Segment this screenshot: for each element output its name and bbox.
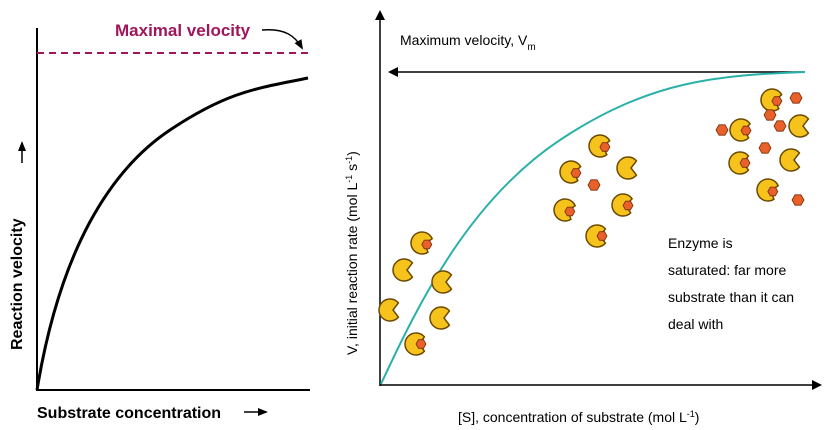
substrate xyxy=(416,340,426,349)
substrate xyxy=(774,121,786,131)
enzyme xyxy=(780,149,799,171)
substrate xyxy=(588,180,600,190)
enzyme xyxy=(617,157,636,179)
enzyme xyxy=(430,307,449,329)
y-label-part: ) xyxy=(344,151,360,156)
substrate xyxy=(759,143,771,153)
substrate xyxy=(565,207,575,216)
annotation-line: saturated: far more xyxy=(668,262,786,278)
page: Maximal velocity Reaction velocity Subst… xyxy=(0,0,824,430)
substrate xyxy=(772,97,782,106)
substrate xyxy=(792,195,804,205)
max-label: Maximum velocity, Vm xyxy=(400,32,536,53)
substrate xyxy=(764,110,776,120)
substrate xyxy=(741,126,751,135)
enzyme xyxy=(432,271,451,293)
enzyme xyxy=(393,259,412,281)
x-label-sup: -1 xyxy=(687,409,695,419)
x-label-part: [S], concentration of substrate (mol L xyxy=(458,409,687,425)
substrate xyxy=(600,143,610,152)
x-label-part: ) xyxy=(695,409,700,425)
max-label: Maximal velocity xyxy=(115,21,251,40)
x-label: Substrate concentration xyxy=(37,405,221,422)
y-label-sup: -1 xyxy=(344,156,354,164)
left-panel: Maximal velocity Reaction velocity Subst… xyxy=(9,21,310,422)
substrate xyxy=(790,93,802,103)
max-label-sub: m xyxy=(527,42,535,53)
enzyme xyxy=(789,115,808,137)
substrate xyxy=(571,169,581,178)
right-panel: Maximum velocity, Vm V, initial reaction… xyxy=(344,12,820,425)
max-label-text: Maximum velocity, V xyxy=(400,32,528,48)
substrate xyxy=(768,187,778,196)
substrate xyxy=(740,159,750,168)
x-label: [S], concentration of substrate (mol L-1… xyxy=(458,409,699,425)
y-label-part: s xyxy=(344,164,360,175)
substrate xyxy=(597,232,607,241)
annotation-line: substrate than it can xyxy=(668,289,794,305)
y-label: Reaction velocity xyxy=(9,218,26,350)
max-arrow xyxy=(262,30,302,48)
substrate xyxy=(422,240,432,249)
y-label-part: V, initial reaction rate (mol L xyxy=(344,183,360,355)
substrate xyxy=(716,125,728,135)
enzyme xyxy=(379,299,398,321)
annotation-line: deal with xyxy=(668,316,723,332)
y-label-sup: -1 xyxy=(344,175,354,183)
substrate xyxy=(623,201,633,210)
curve xyxy=(37,78,308,390)
y-label: V, initial reaction rate (mol L-1 s-1) xyxy=(344,151,360,355)
annotation: Enzyme is saturated: far more substrate … xyxy=(668,235,794,332)
annotation-line: Enzyme is xyxy=(668,235,733,251)
